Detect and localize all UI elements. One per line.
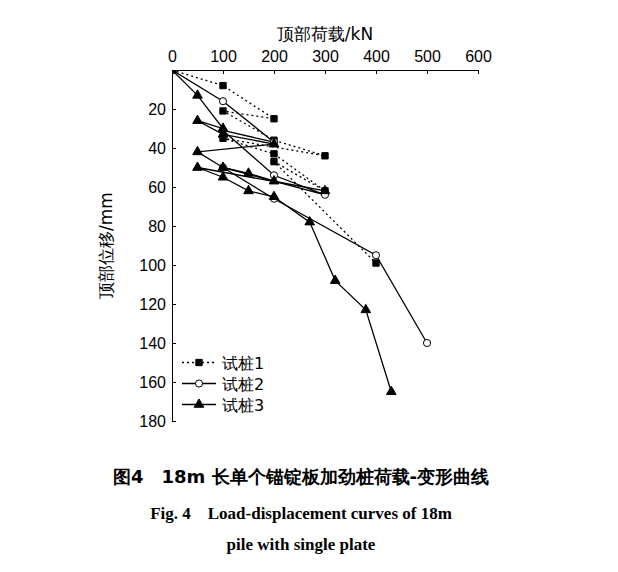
y-tick-label: 60 xyxy=(148,179,166,196)
series-marker xyxy=(172,70,177,73)
y-tick: 80 xyxy=(148,218,176,235)
series-marker xyxy=(386,386,396,394)
legend-label: 试桩1 xyxy=(222,354,264,373)
legend-item: 试桩3 xyxy=(182,396,264,415)
y-tick-label: 160 xyxy=(139,374,166,391)
x-tick: 200 xyxy=(261,48,288,74)
y-tick: 40 xyxy=(148,140,176,157)
x-tick-mark xyxy=(223,70,224,74)
series-marker xyxy=(220,108,226,114)
x-tick: 600 xyxy=(465,48,492,74)
series-marker xyxy=(373,260,379,266)
series-marker xyxy=(271,151,277,157)
y-tick-mark xyxy=(172,187,176,188)
series-marker xyxy=(305,217,315,225)
x-tick: 100 xyxy=(210,48,237,74)
series-marker xyxy=(269,139,279,147)
series-marker xyxy=(269,176,279,184)
legend-label: 试桩2 xyxy=(222,375,264,394)
y-axis-title: 顶部位移/mm xyxy=(96,192,116,299)
legend: 试桩1 试桩2 试桩3 xyxy=(182,354,264,415)
series-marker xyxy=(330,275,340,283)
y-tick: 180 xyxy=(139,413,176,430)
y-tick-label: 80 xyxy=(148,218,166,235)
title: 图4 18m 长单个锚锭板加劲桩荷载-变形曲线 xyxy=(113,466,489,487)
legend-item: 试桩2 xyxy=(182,375,264,394)
y-tick-label: 40 xyxy=(148,140,166,157)
y-axis: 20 40 60 80 100 120 140 160 180 xyxy=(139,71,176,430)
series-marker xyxy=(218,129,228,137)
y-tick-mark xyxy=(172,343,176,344)
subtitle: pile with single plate xyxy=(227,535,376,554)
plot-area xyxy=(172,70,431,395)
x-tick: 500 xyxy=(414,48,441,74)
series-marker xyxy=(193,90,203,98)
y-tick-mark xyxy=(172,421,176,422)
series-line xyxy=(172,70,376,263)
series-marker xyxy=(361,304,371,312)
series-marker xyxy=(219,98,226,105)
x-tick: 400 xyxy=(363,48,390,74)
series-marker xyxy=(193,146,203,154)
x-tick: 0 xyxy=(168,48,177,74)
series-marker xyxy=(220,82,226,88)
x-tick-label: 600 xyxy=(465,48,492,65)
x-tick-mark xyxy=(274,70,275,74)
x-tick-label: 500 xyxy=(414,48,441,65)
y-tick: 20 xyxy=(148,101,176,118)
series-marker xyxy=(271,116,277,122)
legend-marker xyxy=(194,399,204,407)
series-marker xyxy=(372,252,379,259)
series-marker xyxy=(193,162,203,170)
series-marker xyxy=(218,162,228,170)
x-axis: 0 100 200 300 400 500 600 xyxy=(168,48,492,74)
legend-marker xyxy=(196,359,202,365)
series-marker xyxy=(193,115,203,123)
series-marker xyxy=(244,185,254,193)
y-tick: 60 xyxy=(148,179,176,196)
x-tick-label: 100 xyxy=(210,48,237,65)
y-tick: 140 xyxy=(139,335,176,352)
y-tick: 160 xyxy=(139,374,176,391)
y-tick-label: 100 xyxy=(139,257,166,274)
y-tick: 100 xyxy=(139,257,176,274)
y-tick-mark xyxy=(172,148,176,149)
y-tick-mark xyxy=(172,382,176,383)
series-marker xyxy=(269,191,279,199)
y-tick-mark xyxy=(172,304,176,305)
x-tick-label: 400 xyxy=(363,48,390,65)
x-tick-mark xyxy=(427,70,428,74)
y-tick-mark xyxy=(172,265,176,266)
x-tick-mark xyxy=(376,70,377,74)
x-tick-mark xyxy=(325,70,326,74)
series-line xyxy=(172,70,391,392)
x-tick: 300 xyxy=(312,48,339,74)
subtitle: Fig. 4 Load-displacement curves of 18m xyxy=(150,504,452,523)
series-marker xyxy=(423,339,430,346)
x-axis-title: 顶部荷载/kN xyxy=(277,24,373,44)
x-tick-label: 300 xyxy=(312,48,339,65)
series-marker xyxy=(271,158,277,164)
series-marker xyxy=(218,172,228,180)
series-marker xyxy=(244,168,254,176)
chart: 0 100 200 300 400 500 600 20 40 60 80 100 120 140 160 1… xyxy=(0,0,618,572)
legend-label: 试桩3 xyxy=(222,396,264,415)
y-tick-label: 180 xyxy=(139,413,166,430)
y-tick-mark xyxy=(172,226,176,227)
y-tick: 120 xyxy=(139,296,176,313)
y-tick-label: 120 xyxy=(139,296,166,313)
y-tick-mark xyxy=(172,109,176,110)
x-tick-label: 200 xyxy=(261,48,288,65)
legend-item: 试桩1 xyxy=(182,354,264,373)
series-marker xyxy=(320,185,330,193)
x-axis-line xyxy=(173,71,479,75)
y-tick-label: 140 xyxy=(139,335,166,352)
x-tick-label: 0 xyxy=(168,48,177,65)
series-marker xyxy=(322,153,328,159)
y-tick-label: 20 xyxy=(148,101,166,118)
legend-marker xyxy=(195,380,202,387)
y-axis-line xyxy=(173,71,177,422)
x-tick-mark xyxy=(478,70,479,74)
